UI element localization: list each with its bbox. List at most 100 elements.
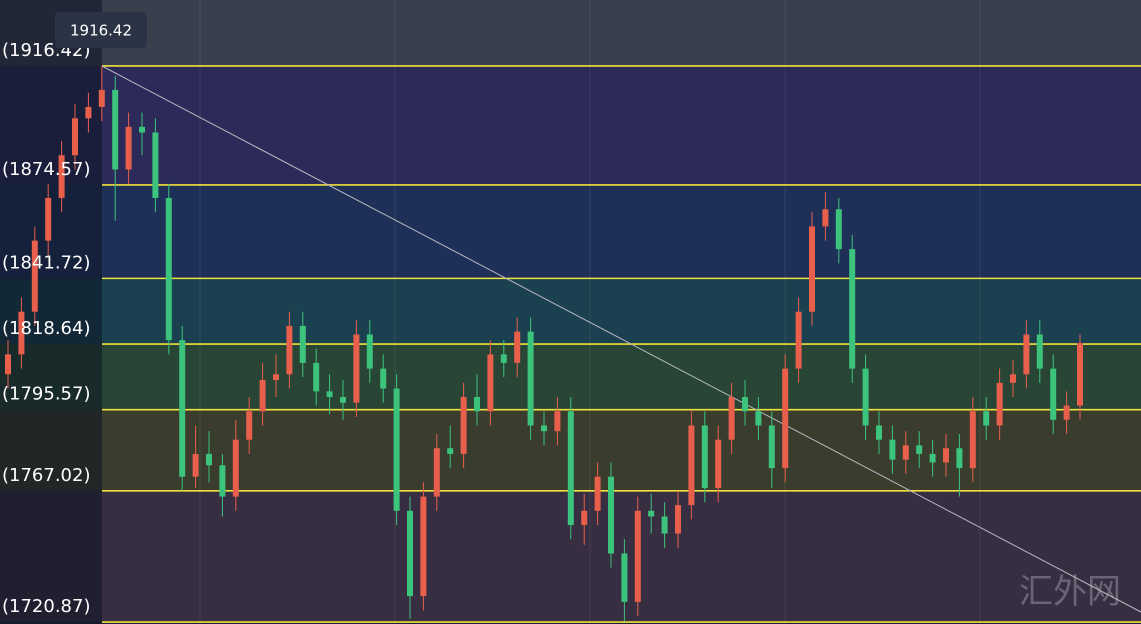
candle-body <box>1023 334 1030 375</box>
candle-body <box>876 425 882 440</box>
candle-body <box>996 382 1003 426</box>
candle-body <box>192 453 199 477</box>
candle-body <box>715 439 722 489</box>
candle-body <box>943 448 949 463</box>
candle-body <box>31 240 38 312</box>
level-label: (1874.57) <box>2 159 90 180</box>
candle-body <box>58 155 65 198</box>
candle-body <box>407 510 413 597</box>
candle-body <box>273 374 279 380</box>
candle-body <box>1063 405 1070 420</box>
candle-body <box>366 334 373 369</box>
candle-body <box>206 453 212 466</box>
candle-body <box>795 311 802 369</box>
candle-body <box>299 325 306 363</box>
candle-body <box>165 197 172 341</box>
candle-body <box>621 553 628 602</box>
candle-body <box>85 106 92 119</box>
candle-body <box>219 465 226 497</box>
band <box>0 65 1141 185</box>
band <box>0 0 1141 66</box>
tooltip-box <box>55 12 147 48</box>
candle-body <box>72 118 78 156</box>
candle-body <box>1010 374 1016 383</box>
candle-body <box>675 505 681 534</box>
candle-body <box>433 448 440 497</box>
candle-body <box>259 379 266 412</box>
candle-body <box>916 445 923 454</box>
candle-body <box>139 126 145 133</box>
candle-body <box>594 476 601 511</box>
candle-body <box>1050 368 1057 420</box>
candle-body <box>567 411 574 526</box>
candle-body <box>661 516 668 534</box>
candle-body <box>956 448 963 469</box>
candle-body <box>112 89 119 170</box>
candle-body <box>353 334 360 403</box>
band <box>0 278 1141 345</box>
level-label: (1795.57) <box>2 384 90 405</box>
labels: (1916.42)(1874.57)(1841.72)(1818.64)(179… <box>2 40 90 617</box>
candle-body <box>648 510 655 517</box>
level-label: (1720.87) <box>2 596 90 617</box>
candle-body <box>768 425 775 469</box>
candle-body <box>541 425 547 432</box>
candle-body <box>1077 343 1083 406</box>
tooltip-text: 1916.42 <box>70 22 132 40</box>
candle-body <box>500 354 507 363</box>
candle-body <box>98 89 105 107</box>
label-column <box>0 0 102 624</box>
candle-body <box>835 209 842 250</box>
candle-body <box>862 368 869 426</box>
candle-body <box>849 249 856 369</box>
candle-body <box>969 411 976 469</box>
candle-body <box>728 397 735 440</box>
candle-body <box>634 510 641 602</box>
candle-body <box>1036 334 1043 369</box>
candle-body <box>902 445 909 460</box>
candle-body <box>125 126 132 170</box>
candle-body <box>340 397 346 403</box>
candle-body <box>983 411 990 426</box>
candle-body <box>527 331 534 426</box>
candle-body <box>742 397 748 412</box>
level-label: (1818.64) <box>2 318 90 339</box>
candle-body <box>581 510 588 526</box>
candles <box>5 65 1083 622</box>
candle-body <box>487 354 494 412</box>
level-label: (1841.72) <box>2 252 90 273</box>
candle-body <box>18 311 25 355</box>
candle-body <box>514 331 521 363</box>
candle-body <box>460 397 467 454</box>
watermark: 汇外网 <box>1019 572 1121 612</box>
candle-body <box>152 132 159 198</box>
band <box>0 184 1141 279</box>
candle-body <box>380 368 387 389</box>
candle-body <box>179 340 186 477</box>
candle-body <box>608 476 614 554</box>
candle-body <box>929 453 936 463</box>
candle-body <box>326 391 333 398</box>
candle-body <box>474 397 480 412</box>
candle-body <box>889 439 896 460</box>
candle-body <box>701 425 708 489</box>
candle-body <box>393 388 400 511</box>
candle-body <box>232 439 239 497</box>
candle-body <box>420 496 427 597</box>
candle-body <box>286 325 293 375</box>
level-label: (1767.02) <box>2 465 90 486</box>
candle-body <box>782 368 789 469</box>
candle-body <box>809 226 815 312</box>
candle-body <box>313 362 320 392</box>
candle-body <box>5 354 11 375</box>
candle-body <box>447 448 454 454</box>
candle-body <box>822 209 829 227</box>
candle-body <box>755 411 762 426</box>
levels <box>102 65 1141 623</box>
candle-body <box>688 425 695 506</box>
vertical-grid <box>199 0 981 624</box>
trend-line <box>101 65 1141 613</box>
candle-body <box>554 411 561 432</box>
candle-body <box>246 411 253 440</box>
